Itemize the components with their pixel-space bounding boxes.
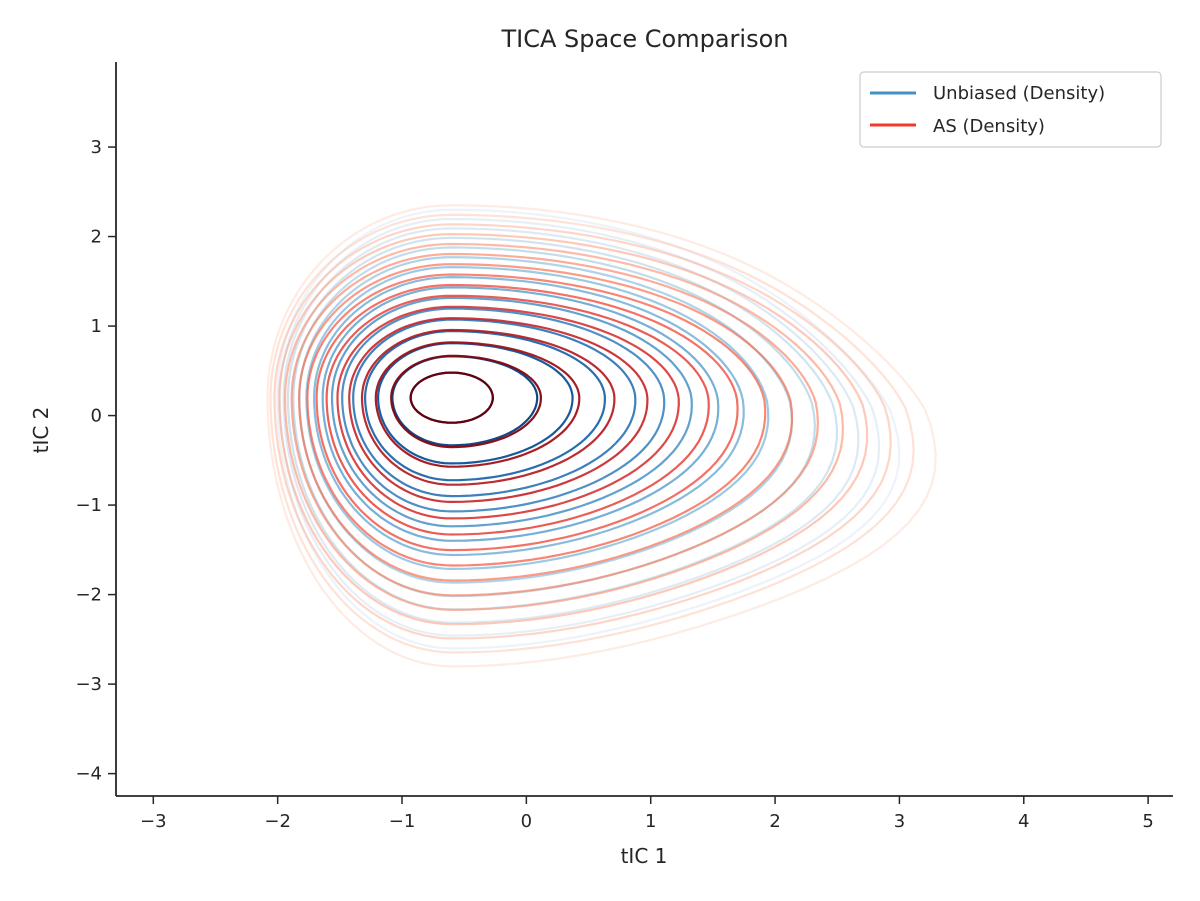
y-tick-label: −4 [75, 764, 102, 785]
x-tick-label: −2 [264, 811, 291, 832]
as-contour-line [283, 242, 845, 612]
unbiased-contour-line [282, 227, 860, 624]
as-contour-line [374, 341, 581, 468]
y-tick-label: −3 [75, 674, 102, 695]
as-contour-line [306, 273, 767, 567]
unbiased-contour-line [286, 236, 839, 611]
x-tick-label: 0 [521, 811, 532, 832]
y-tick-label: −1 [75, 495, 102, 516]
as-contour-line [297, 263, 794, 582]
as-contour-line [325, 294, 710, 536]
as-contour-line [348, 317, 649, 504]
x-tick-label: −3 [140, 811, 167, 832]
x-tick-label: −1 [389, 811, 416, 832]
as-contour-line [360, 328, 616, 486]
x-tick-label: 4 [1018, 811, 1029, 832]
y-tick-label: 3 [91, 137, 102, 158]
contour-plot [266, 204, 937, 668]
unbiased-contour-line [363, 329, 607, 482]
x-tick-label: 1 [645, 811, 656, 832]
unbiased-contour-line [330, 296, 693, 528]
as-contour-line [273, 223, 892, 640]
x-tick-label: 5 [1142, 811, 1153, 832]
unbiased-contour-line [276, 208, 901, 650]
y-tick-label: 1 [91, 316, 102, 337]
as-contour-line [390, 354, 543, 449]
y-tick-label: 2 [91, 227, 102, 248]
unbiased-contour-line [352, 318, 637, 498]
unbiased-contour-line [376, 342, 574, 465]
y-tick-label: 0 [91, 406, 102, 427]
unbiased-contour-line [321, 286, 720, 542]
as-contour-line [336, 305, 680, 520]
as-contour-line [278, 232, 869, 626]
unbiased-contour-line [341, 307, 666, 513]
x-axis-label: tIC 1 [621, 844, 668, 868]
as-contour-line [269, 213, 915, 654]
legend-label-as: AS (Density) [933, 116, 1045, 137]
y-tick-label: −2 [75, 585, 102, 606]
as-contour-line [266, 204, 937, 668]
legend-label-unbiased: Unbiased (Density) [933, 83, 1105, 104]
x-tick-label: 2 [769, 811, 780, 832]
chart-title: TICA Space Comparison [500, 25, 788, 53]
legend: Unbiased (Density) AS (Density) [859, 71, 1162, 148]
x-tick-label: 3 [894, 811, 905, 832]
x-axis-ticks: −3 −2 −1 0 1 2 3 4 5 [140, 796, 1154, 832]
unbiased-contour-line [312, 275, 745, 557]
as-contour-line [409, 371, 494, 424]
y-axis-label: tIC 2 [29, 407, 53, 454]
legend-frame [859, 71, 1162, 148]
as-contour-line [315, 283, 739, 552]
y-axis-ticks: −4 −3 −2 −1 0 1 2 3 [75, 137, 116, 785]
as-contour-line [290, 252, 820, 597]
